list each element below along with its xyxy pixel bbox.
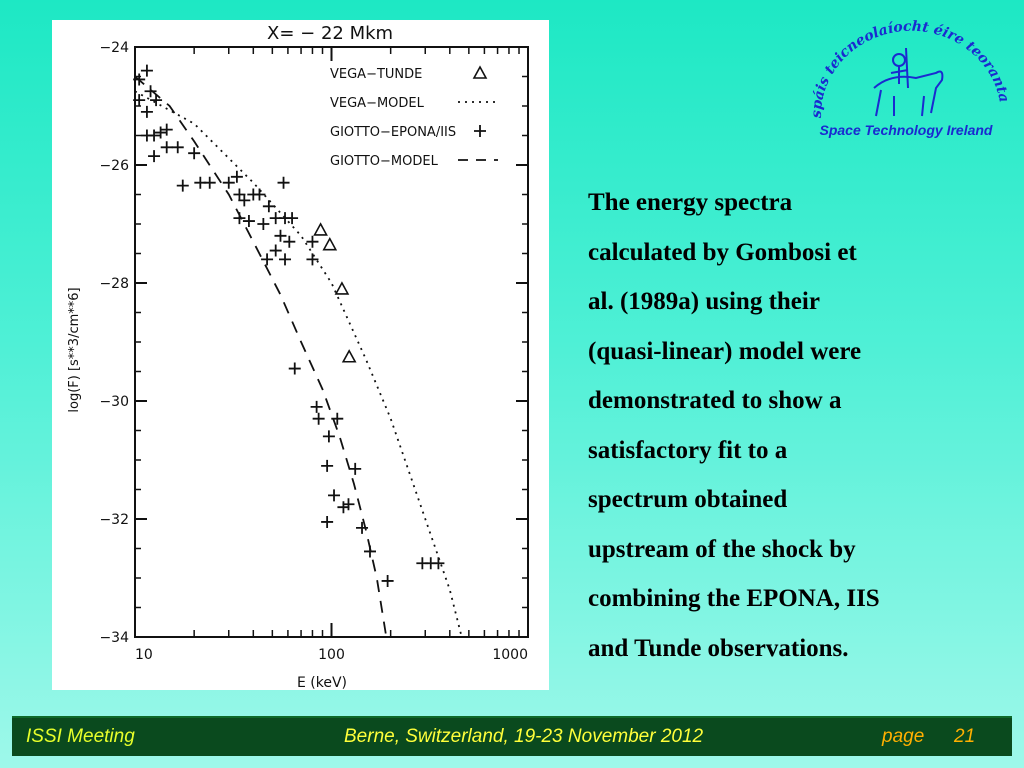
y-tick-label: −28 bbox=[99, 276, 129, 292]
y-tick-label: −26 bbox=[99, 158, 129, 174]
knight-on-horse-icon bbox=[873, 47, 944, 117]
footer-page-label: page bbox=[882, 726, 925, 747]
giotto-epona-point bbox=[321, 459, 334, 472]
giotto-epona-point bbox=[269, 244, 282, 257]
y-tick-label: −32 bbox=[99, 512, 129, 528]
body-text-line: (quasi-linear) model were bbox=[588, 337, 862, 365]
legend-label: GIOTTO−MODEL bbox=[330, 154, 439, 169]
giotto-epona-point bbox=[288, 362, 301, 375]
legend-label: VEGA−MODEL bbox=[330, 96, 425, 111]
giotto-epona-point bbox=[321, 515, 334, 528]
y-tick-label: −24 bbox=[99, 40, 129, 56]
giotto-epona-point bbox=[322, 430, 335, 443]
giotto-epona-point bbox=[381, 574, 394, 587]
y-tick-label: −34 bbox=[99, 630, 129, 646]
vega-tunde-point bbox=[341, 349, 357, 363]
chart-figure: X= − 22 Mkm −24 −26 −28 −30 −32 −34 10 100 1000 … bbox=[52, 20, 549, 690]
giotto-epona-point bbox=[188, 147, 201, 160]
giotto-epona-point bbox=[363, 545, 376, 558]
x-tick-label: 1000 bbox=[492, 647, 528, 663]
giotto-epona-point bbox=[176, 179, 189, 192]
x-tick-label: 10 bbox=[135, 647, 153, 663]
giotto-epona-point bbox=[253, 188, 266, 201]
body-text-line: spectrum obtained bbox=[588, 486, 788, 513]
footer-page-number: 21 bbox=[954, 726, 976, 747]
giotto-epona-point bbox=[283, 235, 296, 248]
giotto-epona-point bbox=[306, 253, 319, 266]
giotto-epona-point bbox=[337, 501, 350, 514]
space-technology-ireland-logo: spáis teicneolaíocht éire teoranta bbox=[796, 18, 1016, 148]
giotto-epona-point bbox=[133, 73, 146, 86]
body-text-line: al. (1989a) using their bbox=[588, 288, 820, 315]
giotto-epona-point bbox=[310, 400, 323, 413]
vega-tunde-point bbox=[322, 236, 338, 251]
giotto-epona-point bbox=[140, 105, 153, 118]
legend-label: VEGA−TUNDE bbox=[330, 67, 422, 82]
footer-location-date: Berne, Switzerland, 19-23 November 2012 bbox=[344, 726, 704, 747]
giotto-epona-point bbox=[432, 557, 445, 570]
body-text-line: and Tunde observations. bbox=[588, 634, 849, 662]
footer-bar: ISSI Meeting Berne, Switzerland, 19-23 N… bbox=[12, 716, 1012, 756]
body-text: The energy spectra calculated by Gombosi … bbox=[588, 178, 1008, 673]
giotto-epona-point bbox=[342, 498, 355, 511]
giotto-epona-point bbox=[203, 176, 216, 189]
giotto-epona-point bbox=[154, 126, 167, 139]
giotto-epona-point bbox=[148, 129, 161, 142]
y-tick-label: −30 bbox=[99, 394, 129, 410]
logo-caption: Space Technology Ireland bbox=[819, 122, 993, 138]
giotto-epona-point bbox=[279, 253, 292, 266]
giotto-epona-point bbox=[356, 521, 369, 534]
giotto-epona-point bbox=[349, 462, 362, 475]
legend-triangle-icon bbox=[472, 65, 488, 79]
y-axis-label: log(F) [s**3/cm**6] bbox=[67, 287, 82, 412]
legend-plus-icon bbox=[474, 125, 486, 137]
giotto-epona-point bbox=[306, 235, 319, 248]
legend-label: GIOTTO−EPONA/IIS bbox=[330, 125, 456, 140]
svg-text:spáis teicneolaíocht éire teor: spáis teicneolaíocht éire teoranta bbox=[809, 19, 1012, 119]
giotto-epona-point bbox=[262, 200, 275, 213]
body-text-line: upstream of the shock by bbox=[588, 535, 856, 563]
giotto-epona-point bbox=[261, 253, 274, 266]
giotto-epona-point bbox=[140, 64, 153, 77]
body-text-line: satisfactory fit to a bbox=[588, 436, 788, 464]
giotto-epona-point bbox=[133, 94, 146, 107]
body-text-line: calculated by Gombosi et bbox=[588, 238, 857, 266]
body-text-line: combining the EPONA, IIS bbox=[588, 585, 880, 612]
giotto-epona-point bbox=[274, 229, 287, 242]
body-text-line: The energy spectra bbox=[588, 189, 793, 216]
giotto-epona-point bbox=[238, 194, 251, 207]
giotto-epona-point bbox=[242, 215, 255, 228]
chart-title: X= − 22 Mkm bbox=[267, 23, 393, 44]
giotto-epona-point bbox=[230, 170, 243, 183]
giotto-epona-point bbox=[277, 176, 290, 189]
vega-tunde-point bbox=[313, 222, 328, 236]
logo-arc-text: spáis teicneolaíocht éire teoranta bbox=[809, 19, 1012, 119]
giotto-epona-point bbox=[331, 412, 344, 425]
giotto-epona-point bbox=[233, 212, 246, 225]
giotto-model-line bbox=[134, 75, 388, 638]
footer-meeting-name: ISSI Meeting bbox=[26, 726, 135, 747]
giotto-epona-point bbox=[150, 94, 163, 107]
giotto-epona-point bbox=[312, 412, 325, 425]
x-tick-label: 100 bbox=[318, 647, 345, 663]
giotto-epona-point bbox=[286, 212, 299, 225]
vega-model-line bbox=[134, 90, 463, 638]
vega-tunde-point bbox=[334, 281, 350, 295]
giotto-epona-point bbox=[171, 141, 184, 154]
giotto-epona-point bbox=[328, 489, 341, 502]
giotto-epona-point bbox=[160, 123, 173, 136]
giotto-epona-point bbox=[148, 150, 161, 163]
giotto-epona-point bbox=[144, 85, 157, 98]
giotto-epona-point bbox=[222, 176, 235, 189]
giotto-epona-point bbox=[257, 218, 270, 230]
body-text-line: demonstrated to show a bbox=[588, 387, 842, 414]
giotto-epona-point bbox=[160, 141, 173, 154]
x-axis-label: E (keV) bbox=[297, 675, 347, 690]
